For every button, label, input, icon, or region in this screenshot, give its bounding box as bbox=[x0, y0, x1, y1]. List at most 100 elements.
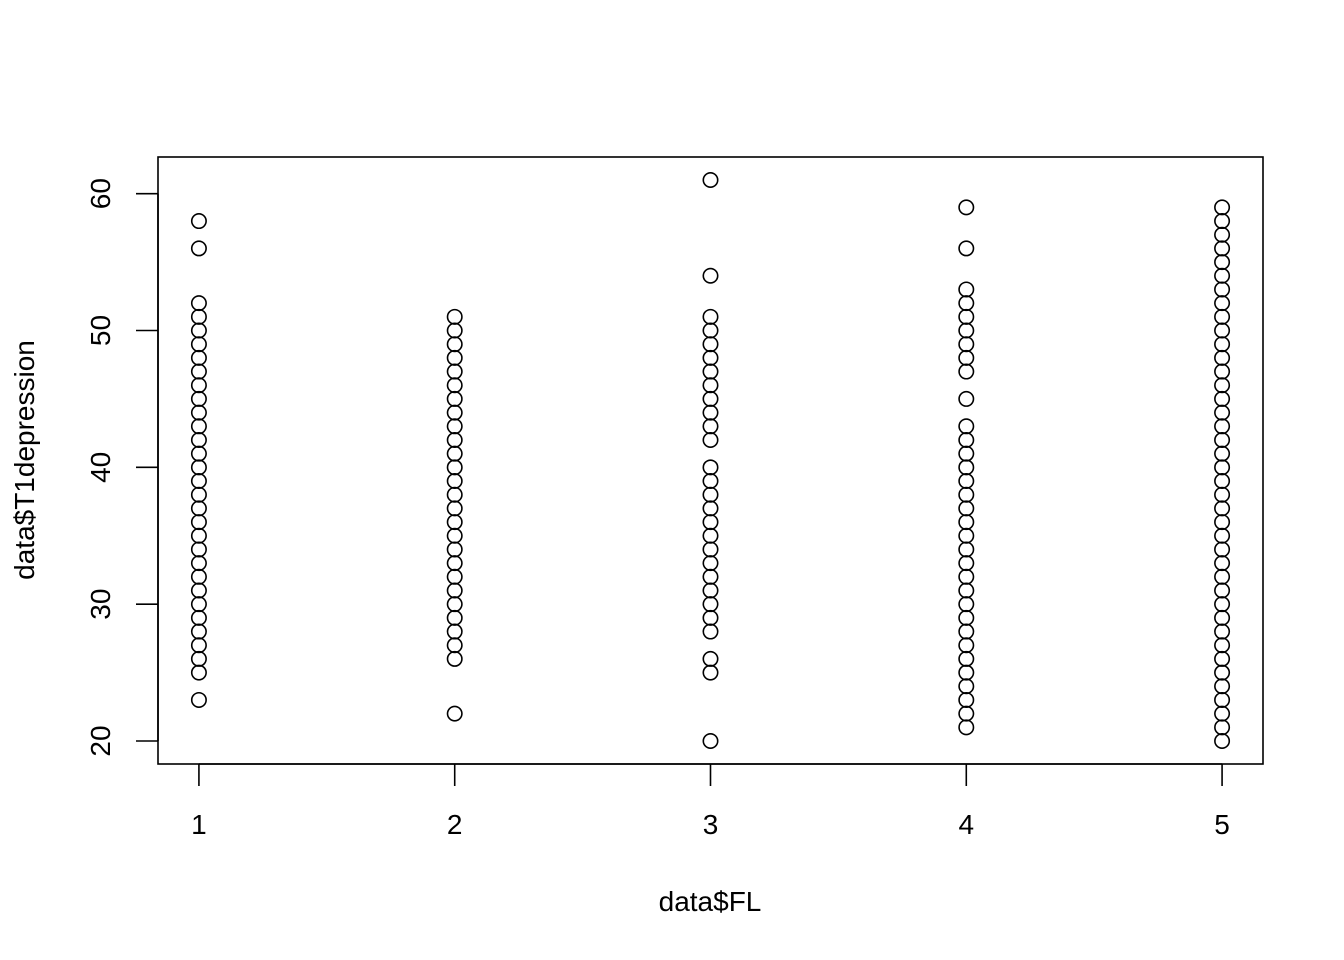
data-point bbox=[702, 609, 719, 626]
data-point bbox=[1214, 322, 1231, 339]
data-point bbox=[702, 322, 719, 339]
data-point bbox=[1214, 582, 1231, 599]
y-tick-label: 30 bbox=[85, 589, 116, 620]
data-point bbox=[190, 691, 207, 708]
data-point bbox=[958, 691, 975, 708]
x-axis: 1 2 3 4 5 bbox=[191, 763, 1230, 840]
data-point bbox=[1214, 213, 1231, 230]
data-point bbox=[190, 459, 207, 476]
data-point bbox=[1214, 650, 1231, 667]
data-point bbox=[446, 514, 463, 531]
x-tick-label: 2 bbox=[447, 809, 463, 840]
data-point bbox=[702, 596, 719, 613]
data-point bbox=[958, 555, 975, 572]
data-point bbox=[190, 650, 207, 667]
data-point bbox=[958, 705, 975, 722]
data-point bbox=[190, 390, 207, 407]
data-point bbox=[958, 678, 975, 695]
data-point bbox=[190, 213, 207, 230]
data-point bbox=[702, 473, 719, 490]
y-axis: 20 30 40 50 60 bbox=[85, 178, 159, 757]
data-point bbox=[1214, 541, 1231, 558]
data-point bbox=[1214, 418, 1231, 435]
data-point bbox=[446, 582, 463, 599]
data-point bbox=[958, 418, 975, 435]
data-point bbox=[1214, 226, 1231, 243]
data-point bbox=[1214, 705, 1231, 722]
data-point bbox=[446, 705, 463, 722]
data-point bbox=[446, 623, 463, 640]
data-point bbox=[702, 336, 719, 353]
data-point bbox=[446, 390, 463, 407]
data-point bbox=[702, 541, 719, 558]
data-point bbox=[702, 650, 719, 667]
data-point bbox=[1214, 678, 1231, 695]
data-point bbox=[190, 308, 207, 325]
data-point bbox=[190, 431, 207, 448]
data-point bbox=[958, 459, 975, 476]
data-point bbox=[190, 336, 207, 353]
data-point bbox=[446, 431, 463, 448]
data-point bbox=[190, 473, 207, 490]
data-point bbox=[958, 240, 975, 257]
data-point bbox=[702, 500, 719, 517]
data-point bbox=[1214, 445, 1231, 462]
data-point bbox=[446, 568, 463, 585]
data-point bbox=[1214, 377, 1231, 394]
data-point bbox=[1214, 691, 1231, 708]
data-point bbox=[702, 267, 719, 284]
data-point bbox=[446, 404, 463, 421]
data-point bbox=[1214, 473, 1231, 490]
data-point bbox=[1214, 486, 1231, 503]
data-point bbox=[958, 623, 975, 640]
data-point bbox=[958, 664, 975, 681]
data-point bbox=[190, 295, 207, 312]
data-point bbox=[190, 514, 207, 531]
data-point bbox=[446, 527, 463, 544]
data-point bbox=[958, 445, 975, 462]
data-point bbox=[1214, 336, 1231, 353]
data-point bbox=[1214, 568, 1231, 585]
y-tick-label: 40 bbox=[85, 452, 116, 483]
data-point bbox=[1214, 431, 1231, 448]
data-point bbox=[190, 486, 207, 503]
data-point bbox=[958, 500, 975, 517]
data-point bbox=[190, 637, 207, 654]
data-point bbox=[1214, 390, 1231, 407]
y-axis-title: data$T1depression bbox=[9, 340, 40, 580]
data-point bbox=[958, 486, 975, 503]
data-point bbox=[446, 418, 463, 435]
data-point bbox=[702, 363, 719, 380]
data-point bbox=[446, 473, 463, 490]
data-point bbox=[1214, 527, 1231, 544]
data-point bbox=[958, 541, 975, 558]
data-point bbox=[446, 377, 463, 394]
data-point bbox=[702, 623, 719, 640]
data-point bbox=[446, 650, 463, 667]
data-point bbox=[1214, 199, 1231, 216]
data-point bbox=[446, 349, 463, 366]
data-point bbox=[190, 582, 207, 599]
data-point bbox=[1214, 240, 1231, 257]
data-point bbox=[958, 637, 975, 654]
data-point bbox=[1214, 281, 1231, 298]
data-point bbox=[702, 404, 719, 421]
data-point bbox=[1214, 719, 1231, 736]
data-point bbox=[1214, 637, 1231, 654]
data-point bbox=[958, 363, 975, 380]
data-point bbox=[1214, 664, 1231, 681]
data-point bbox=[1214, 363, 1231, 380]
data-point bbox=[958, 582, 975, 599]
data-point bbox=[190, 623, 207, 640]
data-point bbox=[446, 445, 463, 462]
data-point bbox=[190, 500, 207, 517]
data-point bbox=[1214, 596, 1231, 613]
y-tick-label: 50 bbox=[85, 315, 116, 346]
data-point bbox=[190, 377, 207, 394]
data-point bbox=[702, 390, 719, 407]
data-point bbox=[1214, 349, 1231, 366]
y-tick-label: 60 bbox=[85, 178, 116, 209]
data-point bbox=[1214, 555, 1231, 572]
